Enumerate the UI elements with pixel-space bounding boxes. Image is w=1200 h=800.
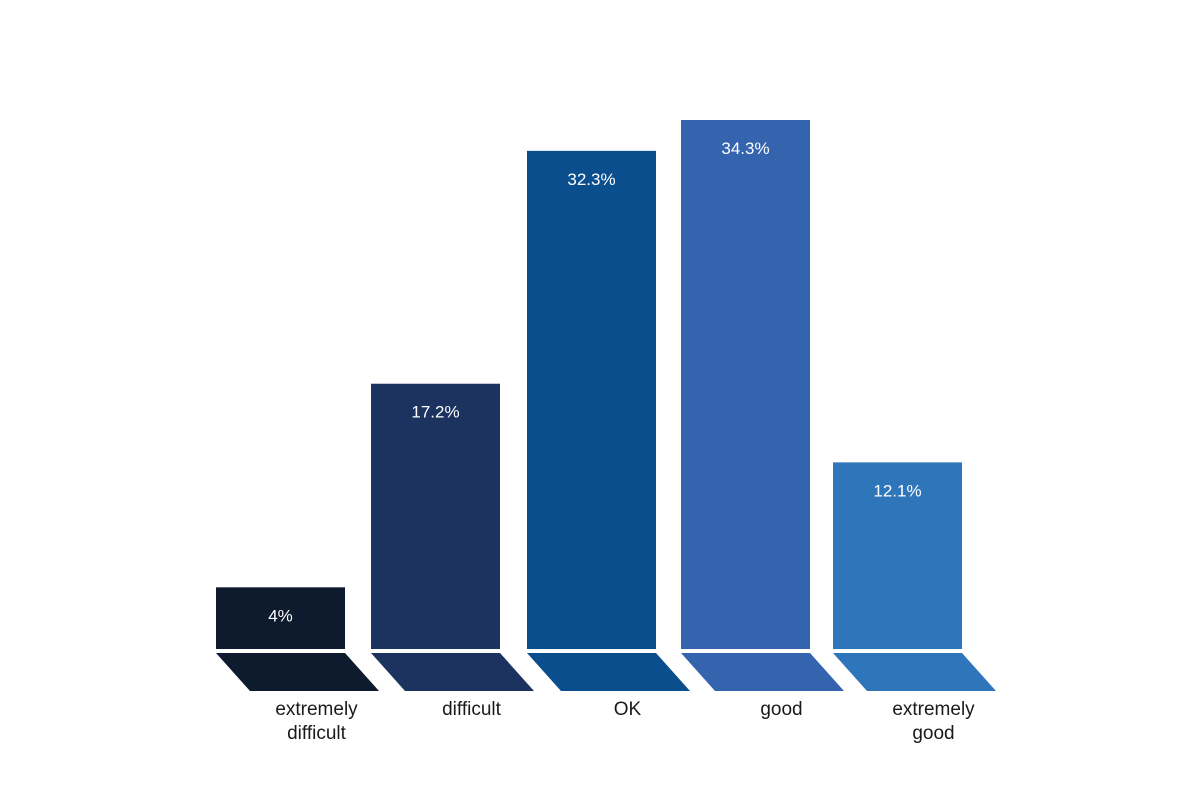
category-label-line: good bbox=[912, 723, 954, 744]
category-label-line: difficult bbox=[442, 699, 502, 720]
category-label-line: difficult bbox=[287, 723, 347, 744]
bar-0 bbox=[216, 587, 345, 649]
category-label-4: extremely good bbox=[892, 699, 975, 744]
bar-bases-group bbox=[216, 653, 996, 691]
category-label-line: extremely bbox=[275, 699, 358, 720]
value-label-4: 12.1% bbox=[873, 481, 921, 500]
category-label-2: OK bbox=[614, 699, 642, 720]
bar-base-2 bbox=[527, 653, 690, 691]
bar-base-4 bbox=[833, 653, 996, 691]
category-label-line: extremely bbox=[892, 699, 975, 720]
category-label-3: good bbox=[760, 699, 802, 720]
value-label-3: 34.3% bbox=[721, 139, 769, 158]
bar-base-1 bbox=[371, 653, 534, 691]
value-label-0: 4% bbox=[268, 606, 293, 625]
bar-4 bbox=[833, 462, 962, 649]
value-label-2: 32.3% bbox=[567, 170, 615, 189]
bars-group bbox=[216, 120, 962, 650]
value-label-1: 17.2% bbox=[411, 403, 459, 422]
value-labels-group: 4% 17.2% 32.3% 34.3% 12.1% bbox=[268, 139, 921, 625]
bar-2 bbox=[527, 150, 656, 650]
bar-1 bbox=[371, 383, 500, 649]
bar-base-0 bbox=[216, 653, 379, 691]
bar-base-3 bbox=[681, 653, 844, 691]
category-label-1: difficult bbox=[442, 699, 502, 720]
category-label-0: extremely difficult bbox=[275, 699, 358, 744]
category-label-line: OK bbox=[614, 699, 642, 720]
category-label-line: good bbox=[760, 699, 802, 720]
bar-3 bbox=[681, 120, 810, 649]
